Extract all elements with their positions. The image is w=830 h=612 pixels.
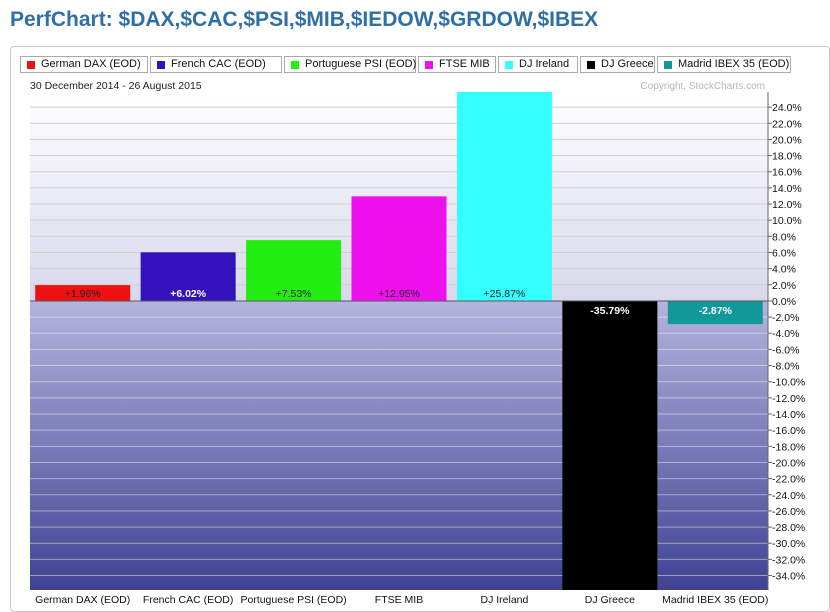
y-tick-label: 2.0% — [772, 280, 796, 292]
x-category-label: Portuguese PSI (EOD) — [240, 594, 346, 606]
bar-value-label: +7.53% — [276, 288, 312, 300]
legend-item[interactable]: FTSE MIB — [418, 56, 496, 73]
legend-swatch — [27, 61, 35, 69]
legend-item[interactable]: Madrid IBEX 35 (EOD) — [657, 56, 791, 73]
y-tick-label: 10.0% — [772, 215, 802, 227]
y-tick-label: -30.0% — [772, 538, 805, 550]
y-tick-label: 18.0% — [772, 151, 802, 163]
bar[interactable] — [667, 300, 763, 325]
y-tick-label: -34.0% — [772, 571, 805, 583]
y-tick-label: 16.0% — [772, 167, 802, 179]
y-tick-label: -10.0% — [772, 377, 805, 389]
legend-item[interactable]: French CAC (EOD) — [150, 56, 282, 73]
y-tick-label: -28.0% — [772, 522, 805, 534]
chart-title: PerfChart: $DAX,$CAC,$PSI,$MIB,$IEDOW,$G… — [10, 8, 599, 31]
bar[interactable] — [140, 252, 236, 301]
bar-value-label: -2.87% — [699, 305, 733, 317]
y-tick-label: 14.0% — [772, 183, 802, 195]
y-tick-label: -18.0% — [772, 441, 805, 453]
legend-item[interactable]: German DAX (EOD) — [20, 56, 148, 73]
y-tick-label: -6.0% — [772, 344, 799, 356]
x-category-label: DJ Ireland — [480, 594, 528, 606]
legend-swatch — [291, 61, 299, 69]
y-tick-label: -20.0% — [772, 457, 805, 469]
bar[interactable] — [35, 285, 131, 301]
y-tick-label: 0.0% — [772, 296, 796, 308]
legend-label: DJ Ireland — [519, 58, 570, 70]
legend-label: Madrid IBEX 35 (EOD) — [678, 58, 790, 70]
y-tick-label: -32.0% — [772, 554, 805, 566]
legend-label: FTSE MIB — [439, 58, 490, 70]
x-category-label: FTSE MIB — [375, 594, 423, 606]
x-category-label: DJ Greece — [585, 594, 635, 606]
bar-value-label: -35.79% — [590, 305, 630, 317]
y-tick-label: -26.0% — [772, 506, 805, 518]
x-category-label: German DAX (EOD) — [35, 594, 130, 606]
y-tick-label: 24.0% — [772, 102, 802, 114]
y-tick-label: 12.0% — [772, 199, 802, 211]
legend-item[interactable]: DJ Greece — [580, 56, 655, 73]
legend-item[interactable]: DJ Ireland — [498, 56, 578, 73]
y-tick-label: -2.0% — [772, 312, 799, 324]
legend-item[interactable]: Portuguese PSI (EOD) — [284, 56, 416, 73]
legend-swatch — [505, 61, 513, 69]
legend-swatch — [664, 61, 672, 69]
legend-swatch — [587, 61, 595, 69]
bar[interactable] — [456, 92, 552, 301]
bar[interactable] — [562, 300, 658, 590]
legend-label: French CAC (EOD) — [171, 58, 266, 70]
legend-label: DJ Greece — [601, 58, 654, 70]
bar-value-label: +1.96% — [65, 288, 101, 300]
y-tick-label: -24.0% — [772, 490, 805, 502]
y-tick-label: -4.0% — [772, 328, 799, 340]
legend-swatch — [425, 61, 433, 69]
y-tick-label: 6.0% — [772, 247, 796, 259]
y-tick-label: 22.0% — [772, 118, 802, 130]
legend-swatch — [157, 61, 165, 69]
y-tick-label: -16.0% — [772, 425, 805, 437]
y-tick-label: 8.0% — [772, 231, 796, 243]
copyright-text: Copyright, StockCharts.com — [641, 81, 766, 92]
legend-label: German DAX (EOD) — [41, 58, 141, 70]
y-tick-label: -22.0% — [772, 474, 805, 486]
y-tick-label: 20.0% — [772, 134, 802, 146]
bar-value-label: +12.95% — [378, 288, 420, 300]
y-tick-label: -14.0% — [772, 409, 805, 421]
y-tick-label: -12.0% — [772, 393, 805, 405]
bar[interactable] — [246, 240, 342, 301]
date-range: 30 December 2014 - 26 August 2015 — [30, 80, 202, 92]
y-tick-label: -8.0% — [772, 361, 799, 373]
x-category-label: French CAC (EOD) — [143, 594, 233, 606]
y-tick-label: 4.0% — [772, 264, 796, 276]
bar-value-label: +6.02% — [170, 288, 207, 300]
legend-label: Portuguese PSI (EOD) — [305, 58, 417, 70]
x-category-label: Madrid IBEX 35 (EOD) — [662, 594, 768, 606]
bar[interactable] — [351, 196, 447, 301]
bar-value-label: +25.87% — [484, 288, 526, 300]
